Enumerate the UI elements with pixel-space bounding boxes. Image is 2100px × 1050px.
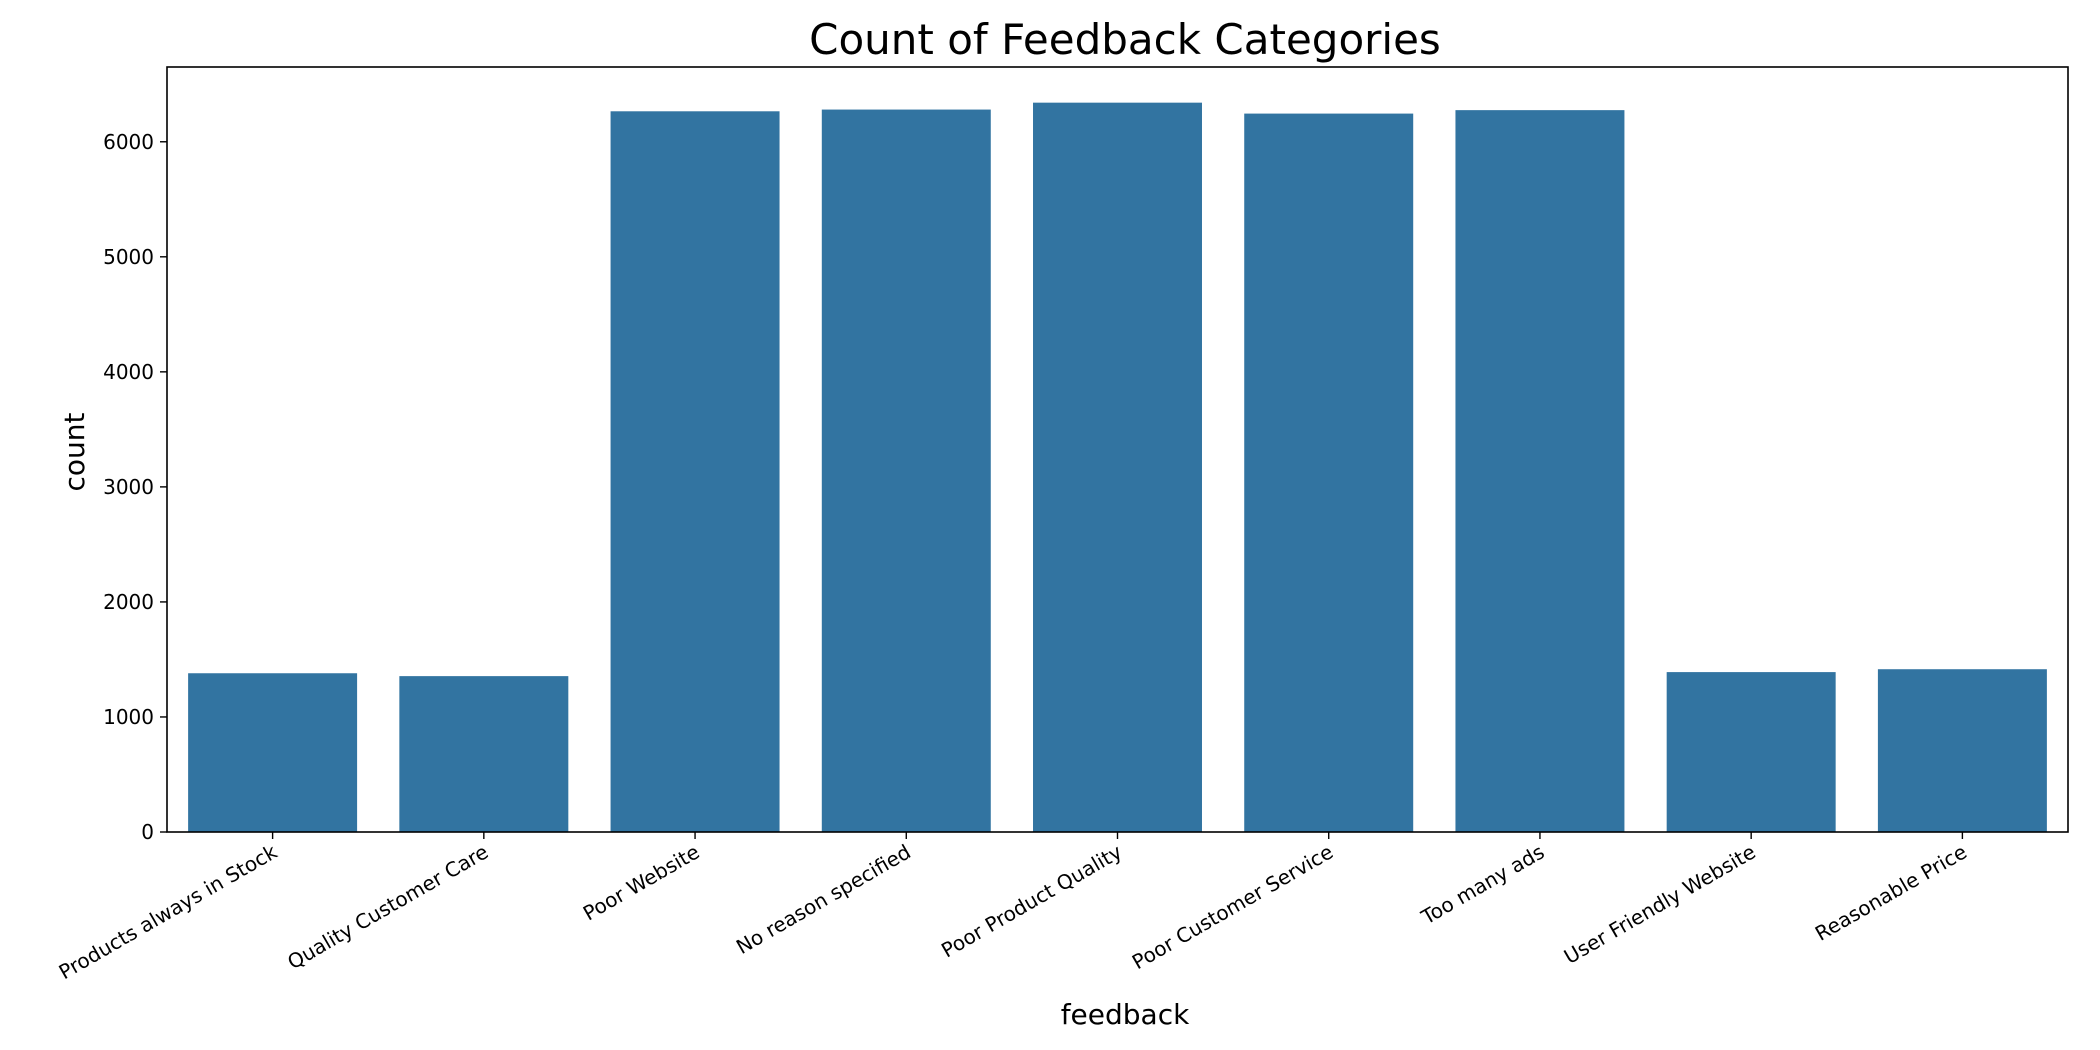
plot-frame [166,66,2069,833]
x-tick-label-1: Quality Customer Care [283,840,492,975]
bar-3 [821,109,991,833]
bar-4 [1033,102,1202,833]
bar-8 [1877,669,2047,832]
bar-0 [188,673,358,832]
x-tick-label-0: Products always in Stock [55,839,282,984]
y-tick-label-1: 1000 [103,705,154,729]
y-tick-label-6: 6000 [103,130,154,154]
y-tick-label-2: 2000 [103,590,154,614]
bars-group [188,102,2047,833]
x-axis: Products always in Stock Quality Customer… [55,832,1971,984]
x-tick-label-8: Reasonable Price [1811,840,1971,946]
x-axis-label: feedback [1061,998,1190,1031]
x-tick-label-4: Poor Product Quality [937,839,1126,962]
x-tick-label-3: No reason specified [732,840,915,959]
bar-6 [1455,110,1625,832]
x-tick-label-6: Too many ads [1416,840,1548,930]
y-axis: 0 1000 2000 3000 4000 5000 6000 [103,130,167,844]
x-tick-label-2: Poor Website [579,840,704,926]
bar-5 [1244,113,1414,833]
bar-1 [399,676,569,832]
y-tick-label-4: 4000 [103,360,154,384]
x-tick-label-5: Poor Customer Service [1128,840,1337,975]
bar-2 [610,111,780,832]
y-axis-label: count [58,412,91,491]
y-tick-label-3: 3000 [103,475,154,499]
y-tick-label-5: 5000 [103,245,154,269]
x-tick-label-7: User Friendly Website [1560,840,1760,969]
y-tick-label-0: 0 [141,820,154,844]
chart-title: Count of Feedback Categories [809,15,1441,64]
bar-7 [1666,672,1836,832]
